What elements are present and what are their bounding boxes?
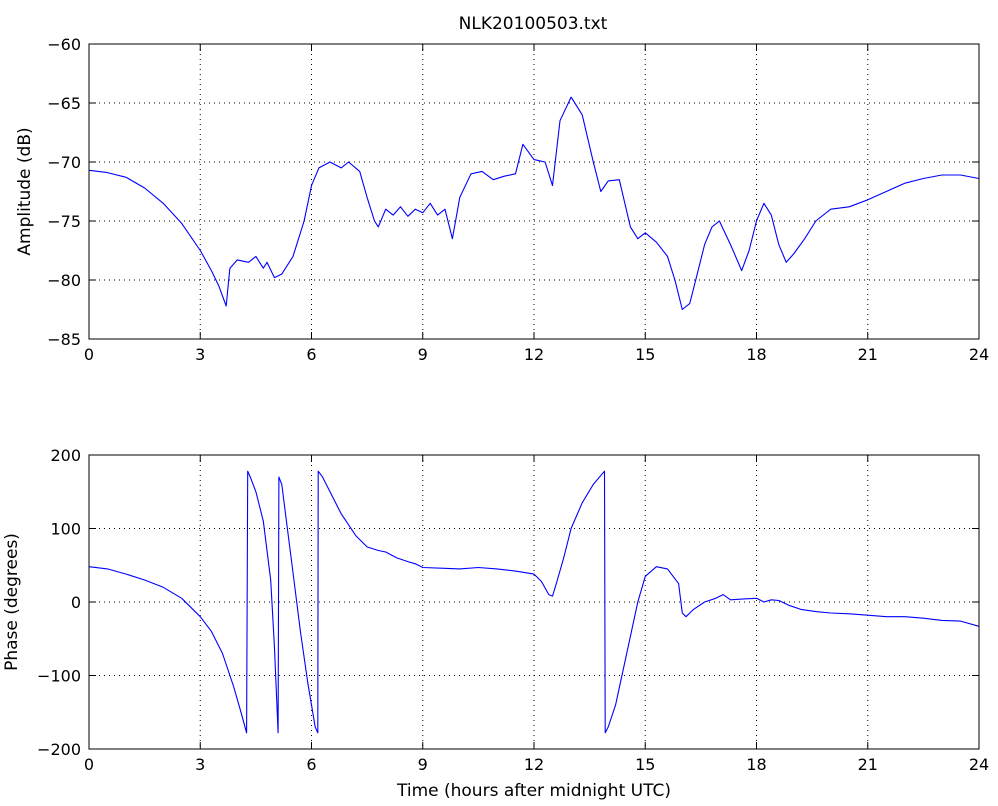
x-tick-label: 24 bbox=[969, 755, 989, 774]
x-tick-label: 3 bbox=[195, 345, 205, 364]
x-tick-label: 18 bbox=[746, 345, 766, 364]
x-tick-label: 15 bbox=[635, 755, 655, 774]
y-tick-label: 200 bbox=[50, 446, 81, 465]
x-tick-label: 0 bbox=[84, 755, 94, 774]
x-tick-label: 12 bbox=[524, 755, 544, 774]
y-axis-label: Amplitude (dB) bbox=[15, 127, 35, 255]
x-tick-label: 6 bbox=[306, 345, 316, 364]
x-tick-label: 6 bbox=[306, 755, 316, 774]
x-axis-label: Time (hours after midnight UTC) bbox=[396, 781, 671, 801]
y-tick-label: −70 bbox=[47, 153, 81, 172]
x-tick-label: 0 bbox=[84, 345, 94, 364]
x-tick-label: 9 bbox=[418, 345, 428, 364]
y-tick-label: −80 bbox=[47, 271, 81, 290]
y-tick-label: −100 bbox=[37, 667, 81, 686]
y-tick-label: −85 bbox=[47, 330, 81, 349]
x-tick-label: 18 bbox=[746, 755, 766, 774]
y-tick-label: 0 bbox=[71, 593, 81, 612]
y-axis-label: Phase (degrees) bbox=[2, 533, 22, 671]
y-tick-label: −65 bbox=[47, 94, 81, 113]
amplitude-panel: 0 3 6 9 12 15 18 21 24 −85 −80 −75 −70 −65 −60 Amplitud… bbox=[15, 35, 989, 364]
y-tick-label: −75 bbox=[47, 212, 81, 231]
chart-title: NLK20100503.txt bbox=[459, 14, 608, 34]
x-tick-label: 21 bbox=[858, 755, 878, 774]
x-tick-label: 24 bbox=[969, 345, 989, 364]
x-tick-label: 21 bbox=[858, 345, 878, 364]
phase-panel: 0 3 6 9 12 15 18 21 24 −200 −100 0 100 200 Phase (degr… bbox=[2, 446, 989, 801]
data-series-line bbox=[88, 470, 980, 734]
data-series-line bbox=[88, 96, 980, 311]
x-tick-label: 9 bbox=[418, 755, 428, 774]
x-tick-label: 12 bbox=[524, 345, 544, 364]
x-tick-label: 15 bbox=[635, 345, 655, 364]
y-tick-label: −60 bbox=[47, 35, 81, 54]
y-tick-label: 100 bbox=[50, 520, 81, 539]
y-tick-label: −200 bbox=[37, 740, 81, 759]
x-tick-label: 3 bbox=[195, 755, 205, 774]
